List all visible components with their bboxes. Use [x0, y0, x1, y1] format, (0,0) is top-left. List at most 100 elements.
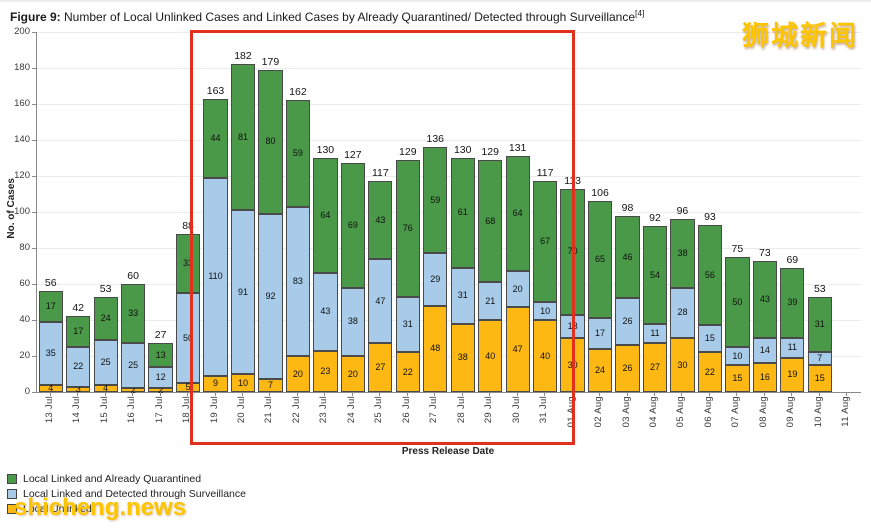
bar-segment-value: 7 [267, 380, 273, 391]
bar-segment-value: 22 [73, 361, 84, 372]
bar-total-label: 96 [676, 205, 689, 218]
bar-segment-value: 3 [75, 383, 81, 394]
bar-segment-unlinked-14-Jul: 3 [66, 383, 91, 394]
bar-segment-surveillance-03-Aug: 26 [615, 298, 640, 346]
bar-segment-surveillance-21-Jul: 92 [258, 213, 283, 380]
legend-swatch-green [7, 473, 17, 484]
bar-segment-quarantined-21-Jul: 80 [258, 69, 283, 214]
y-tick-mark [32, 68, 36, 69]
bar-segment-value: 17 [595, 328, 606, 339]
y-tick-label: 140 [14, 134, 30, 145]
bar-segment-value: 38 [677, 247, 688, 258]
bar-segment-value: 25 [128, 360, 139, 371]
bar-segment-surveillance-20-Jul: 91 [230, 210, 256, 374]
bar-total-label: 56 [44, 277, 57, 290]
bar-segment-value: 24 [595, 364, 606, 375]
gridline [37, 68, 861, 69]
bar-segment-unlinked-31-Jul: 40 [533, 320, 558, 392]
bar-segment-quarantined-09-Aug: 39 [780, 267, 805, 338]
bar-segment-value: 22 [402, 366, 413, 377]
bar-segment-value: 20 [292, 368, 303, 379]
x-tick-mark [49, 392, 51, 396]
gridline [37, 284, 861, 285]
bar-segment-value: 54 [649, 269, 660, 280]
x-tick-label: 06 Aug [702, 396, 714, 428]
bar-segment-surveillance-30-Jul: 20 [505, 271, 530, 308]
bar-segment-unlinked-06-Aug: 22 [697, 352, 723, 392]
bar-segment-unlinked-02-Aug: 24 [587, 348, 613, 392]
x-tick-label: 16 Jul [126, 396, 138, 424]
y-tick-label: 160 [14, 98, 30, 109]
bar-segment-value: 59 [292, 148, 303, 159]
legend-label: Local Linked and Already Quarantined [23, 472, 202, 485]
bar-segment-surveillance-07-Aug: 10 [725, 347, 750, 365]
y-tick-label: 100 [14, 206, 30, 217]
bar-segment-value: 33 [128, 308, 139, 319]
x-tick-mark [406, 392, 408, 396]
bar-segment-value: 19 [787, 369, 798, 380]
legend-swatch-orange [7, 503, 17, 514]
x-tick-mark [187, 392, 189, 396]
bar-segment-quarantined-18-Jul: 33 [175, 233, 201, 293]
bar-total-label: 130 [316, 144, 335, 156]
bar-segment-value: 65 [595, 254, 606, 265]
bar-segment-unlinked-30-Jul: 47 [505, 307, 530, 392]
gridline [37, 176, 861, 177]
x-tick-mark [681, 392, 683, 396]
y-tick-label: 40 [19, 314, 30, 325]
bar-segment-value: 10 [732, 350, 743, 361]
x-tick-label: 04 Aug [648, 396, 659, 428]
bar-segment-value: 50 [732, 296, 743, 307]
bar-segment-value: 22 [704, 366, 715, 377]
bar-segment-value: 15 [732, 373, 743, 383]
x-tick-label: 02 Aug [593, 396, 605, 428]
bar-segment-value: 28 [677, 307, 688, 318]
bar-segment-unlinked-16-Jul: 2 [121, 384, 146, 395]
bar-segment-unlinked-29-Jul: 40 [478, 320, 503, 392]
bar-total-label: 129 [481, 145, 499, 158]
legend-item-surveillance: Local Linked and Detected through Survei… [7, 486, 246, 501]
bar-segment-quarantined-19-Jul: 44 [203, 98, 228, 178]
bar-total-label: 92 [649, 212, 661, 225]
gridline [37, 356, 861, 357]
bar-segment-unlinked-19-Jul: 9 [203, 375, 228, 392]
x-tick-label: 13 Jul [43, 396, 55, 424]
highlight-rectangle [190, 30, 575, 445]
bar-segment-unlinked-03-Aug: 26 [615, 345, 640, 392]
bar-segment-value: 4 [103, 382, 109, 393]
legend-item-quarantined: Local Linked and Already Quarantined [7, 471, 246, 486]
bar-segment-value: 59 [430, 194, 441, 205]
bar-segment-value: 7 [817, 353, 823, 364]
bar-segment-quarantined-17-Jul: 13 [148, 343, 173, 367]
bar-segment-unlinked-09-Aug: 19 [780, 357, 805, 392]
bar-segment-value: 61 [457, 207, 468, 218]
bar-segment-value: 10 [540, 305, 551, 316]
bar-segment-value: 23 [320, 365, 331, 376]
bar-segment-value: 20 [512, 283, 523, 294]
bar-total-label: 106 [591, 187, 609, 200]
bar-total-label: 117 [536, 167, 554, 180]
bar-total-label: 98 [621, 201, 634, 214]
bar-segment-unlinked-18-Jul: 5 [175, 383, 201, 392]
bar-segment-surveillance-23-Jul: 43 [313, 273, 338, 351]
bar-segment-value: 17 [73, 326, 84, 337]
bar-segment-value: 12 [155, 372, 166, 383]
bar-total-label: 179 [261, 55, 280, 68]
bar-segment-value: 31 [402, 319, 413, 329]
x-tick-label: 17 Jul [153, 396, 165, 424]
bar-segment-value: 2 [130, 384, 136, 395]
bar-segment-surveillance-16-Jul: 25 [121, 343, 146, 389]
x-tick-label: 11 Aug [840, 396, 852, 427]
y-tick-mark [32, 248, 36, 249]
bar-segment-surveillance-08-Aug: 14 [752, 338, 777, 364]
bar-segment-value: 10 [237, 377, 248, 388]
bar-segment-value: 44 [210, 132, 221, 143]
x-tick-mark [242, 392, 243, 396]
bar-segment-value: 30 [677, 359, 688, 370]
x-axis-title: Press Release Date [401, 446, 495, 457]
x-tick-mark [516, 392, 518, 396]
bar-segment-quarantined-16-Jul: 33 [121, 284, 146, 344]
x-tick-label: 15 Jul [98, 396, 110, 424]
bar-segment-unlinked-08-Aug: 16 [752, 363, 777, 392]
bar-total-label: 117 [371, 167, 389, 180]
